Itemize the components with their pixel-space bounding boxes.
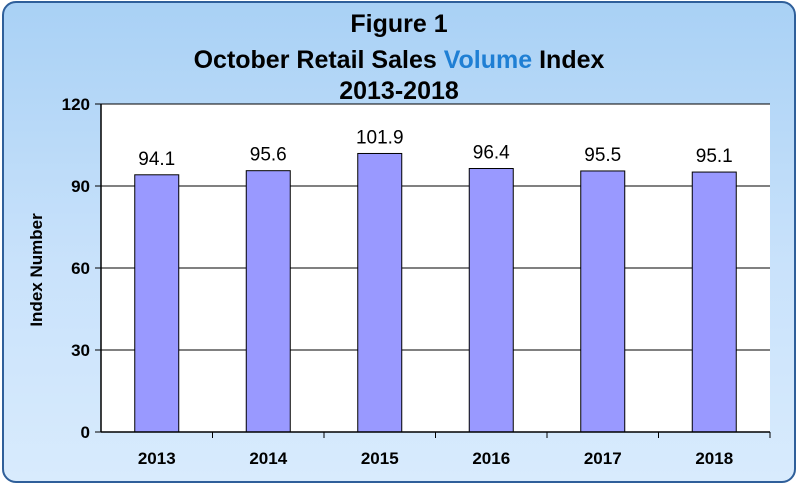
- bar-2015: [357, 152, 403, 433]
- bar-chart: 0 30 60 90 120 94.1 2013 95.6 2014 101.9 2015 96.4 2…: [27, 95, 771, 468]
- x-tick-label-2016: 2016: [472, 449, 510, 468]
- data-label-2018: 95.1: [696, 146, 733, 167]
- bars: [134, 152, 737, 433]
- data-label-2017: 95.5: [584, 145, 621, 166]
- y-tick-label: 0: [81, 423, 90, 442]
- bar-2017: [580, 170, 626, 433]
- title-prefix: October Retail Sales: [193, 46, 437, 74]
- data-label-2013: 94.1: [138, 149, 175, 170]
- chart-title-line-1: Figure 1: [4, 10, 794, 38]
- title-suffix: Index: [539, 46, 605, 74]
- x-tick-label-2015: 2015: [361, 449, 399, 468]
- y-tick-label: 90: [71, 177, 90, 196]
- title-highlight-word: Volume: [443, 46, 533, 74]
- axes: [95, 103, 771, 438]
- title-year-range: 2013-2018: [339, 77, 459, 105]
- x-tick-label-2013: 2013: [138, 449, 176, 468]
- data-label-2016: 96.4: [473, 143, 510, 164]
- bar-2016: [468, 168, 514, 433]
- figure-number: Figure 1: [350, 10, 448, 38]
- chart-title-line-2: October Retail Sales Volume Index: [4, 46, 794, 74]
- gridlines: [101, 103, 770, 351]
- data-label-2014: 95.6: [250, 145, 287, 166]
- y-tick-label: 120: [62, 95, 90, 114]
- y-tick-label: 30: [71, 341, 90, 360]
- y-axis-label: Index Number: [27, 213, 46, 327]
- x-tick-label-2018: 2018: [695, 449, 733, 468]
- bar-2013: [134, 174, 180, 433]
- bar-2014: [245, 170, 291, 433]
- labels: 0 30 60 90 120 94.1 2013 95.6 2014 101.9 2015 96.4 2…: [27, 95, 733, 468]
- data-label-2015: 101.9: [356, 127, 404, 148]
- x-tick-label-2014: 2014: [249, 449, 287, 468]
- bar-2018: [691, 171, 737, 433]
- chart-title-line-3: 2013-2018: [4, 77, 794, 105]
- y-tick-label: 60: [71, 259, 90, 278]
- x-tick-label-2017: 2017: [584, 449, 622, 468]
